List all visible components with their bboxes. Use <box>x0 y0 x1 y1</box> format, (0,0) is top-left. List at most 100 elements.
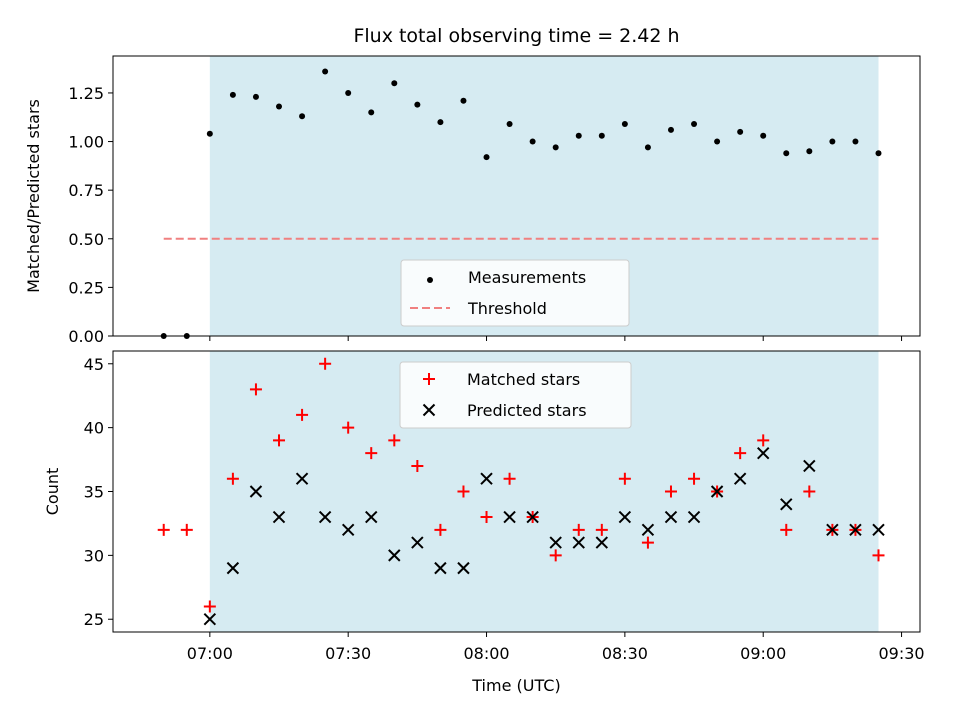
data-point <box>733 472 747 485</box>
data-point <box>575 132 582 139</box>
data-point <box>829 138 836 145</box>
data-point <box>641 536 654 549</box>
data-point <box>249 383 262 396</box>
data-point <box>734 447 747 460</box>
series-predicted-stars <box>203 446 885 626</box>
data-point <box>295 472 309 485</box>
data-point <box>229 91 236 98</box>
data-point <box>549 536 562 549</box>
legend-label: Predicted stars <box>467 401 587 420</box>
y-tick-label: 45 <box>84 355 104 374</box>
data-point <box>667 126 674 133</box>
y-tick-label: 0.00 <box>68 327 104 346</box>
y-tick-label: 1.25 <box>68 84 104 103</box>
data-point <box>180 523 193 536</box>
data-point <box>780 523 793 536</box>
data-point <box>737 128 744 135</box>
data-point <box>849 523 862 537</box>
data-point <box>319 357 332 370</box>
data-point <box>710 485 724 498</box>
data-point <box>480 511 493 524</box>
data-point <box>273 434 286 447</box>
data-point <box>483 154 490 161</box>
x-tick-label: 08:00 <box>463 644 509 663</box>
legend: Measurements Threshold <box>400 259 630 327</box>
legend-label: Threshold <box>467 299 547 318</box>
legend-label: Measurements <box>468 268 586 287</box>
data-point <box>757 434 770 447</box>
data-point <box>691 121 698 128</box>
data-point <box>226 472 239 485</box>
data-point <box>529 138 536 145</box>
data-point <box>318 510 332 524</box>
y-axis-label: Matched/Predicted stars <box>24 99 43 293</box>
legend-marker <box>422 403 436 417</box>
data-point <box>322 68 329 75</box>
data-point <box>803 459 816 473</box>
data-point <box>203 613 217 626</box>
legend-marker <box>427 277 433 283</box>
data-point <box>299 113 306 120</box>
data-point <box>388 434 401 447</box>
series-measurements <box>160 68 882 339</box>
data-point <box>618 510 632 524</box>
legend-box <box>400 259 630 327</box>
data-point <box>437 119 444 126</box>
data-point <box>503 472 516 485</box>
y-tick-label: 0.50 <box>68 230 104 249</box>
data-point <box>388 549 401 562</box>
data-point <box>480 472 493 485</box>
y-tick-label: 30 <box>84 546 104 565</box>
chart-title: Flux total observing time = 2.42 h <box>353 25 679 47</box>
data-point <box>457 561 470 575</box>
data-point <box>296 408 309 421</box>
data-point <box>783 150 790 157</box>
x-tick-label: 08:30 <box>602 644 648 663</box>
data-point <box>875 150 882 157</box>
legend-marker <box>423 373 435 385</box>
data-point <box>434 523 447 536</box>
data-point <box>411 459 424 472</box>
y-tick-label: 35 <box>84 483 104 502</box>
data-point <box>664 485 677 498</box>
data-point <box>342 421 355 434</box>
data-point <box>276 103 283 110</box>
data-point <box>780 498 793 511</box>
data-point <box>206 130 213 137</box>
data-point <box>391 80 398 87</box>
data-point <box>272 510 286 524</box>
data-point <box>641 523 655 537</box>
data-point <box>572 523 585 536</box>
legend-label: Matched stars <box>467 370 580 389</box>
data-point <box>872 549 885 562</box>
series-matched-stars <box>157 357 885 613</box>
data-point <box>572 536 585 549</box>
data-point <box>664 510 678 524</box>
y-tick-label: 25 <box>84 610 104 629</box>
x-tick-label: 07:30 <box>325 644 371 663</box>
data-point <box>365 447 378 460</box>
data-point <box>157 523 170 536</box>
data-point <box>457 485 470 498</box>
data-point <box>598 132 605 139</box>
data-point <box>252 93 259 100</box>
data-point <box>757 446 770 460</box>
panel-1: 0.00 0.25 0.50 0.75 1.00 1.25 Matched/Predicte… <box>24 25 921 346</box>
y-tick-label: 1.00 <box>68 133 104 152</box>
data-point <box>503 510 516 524</box>
data-point <box>552 144 559 151</box>
data-point <box>872 523 885 537</box>
data-point <box>365 510 378 524</box>
data-point <box>687 510 701 524</box>
data-point <box>434 561 447 575</box>
data-point <box>714 138 721 145</box>
y-tick-label: 0.75 <box>68 181 104 200</box>
x-tick-label: 09:30 <box>878 644 924 663</box>
x-tick-label: 09:00 <box>740 644 786 663</box>
y-axis-label: Count <box>43 468 62 516</box>
x-tick-label: 07:00 <box>187 644 233 663</box>
legend: Matched stars Predicted stars <box>399 361 632 429</box>
data-point <box>852 138 859 145</box>
axes-frame <box>112 55 921 337</box>
